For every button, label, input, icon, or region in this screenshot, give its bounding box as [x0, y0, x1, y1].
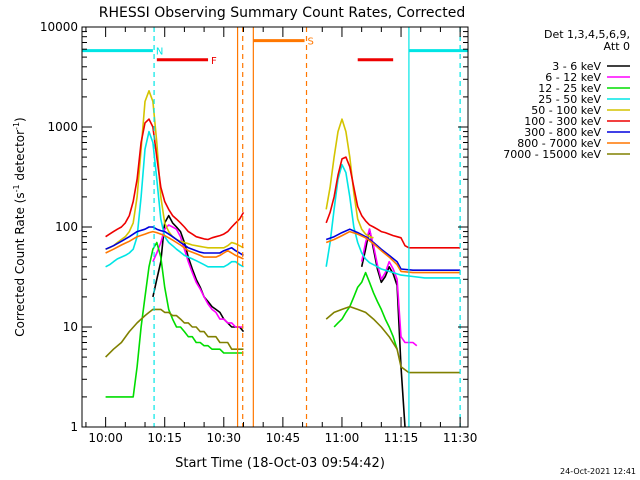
flag-label-4: S: [308, 37, 314, 48]
legend-label-5: 100 - 300 keV: [524, 115, 601, 128]
legend-label-8: 7000 - 15000 keV: [503, 148, 601, 161]
y-tick-label-1: 10: [63, 320, 78, 334]
series-2-segment-0: [105, 241, 244, 398]
series-1-segment-0: [152, 224, 244, 328]
series-4-segment-1: [325, 118, 374, 239]
markers-layer: [153, 27, 461, 427]
x-tick-label-3: 10:45: [266, 431, 301, 445]
series-layer: [105, 90, 461, 428]
x-tick-label-5: 11:15: [384, 431, 419, 445]
series-8-segment-0: [105, 308, 244, 358]
legend-header-line1: Det 1,3,4,5,6,9,: [544, 28, 630, 41]
y-tick-label-0: 1: [70, 420, 78, 434]
series-1-segment-1: [360, 228, 418, 347]
x-tick-label-2: 10:30: [206, 431, 241, 445]
x-tick-label-1: 10:15: [147, 431, 182, 445]
flag-label-2: F: [211, 56, 217, 67]
y-axis-label-mid: detector: [13, 130, 27, 185]
x-axis: 10:00 10:15 10:30 10:45 11:00 11:15 11:30: [85, 27, 478, 445]
y-axis-label-end: ): [13, 117, 27, 122]
y-tick-label-2: 100: [55, 220, 78, 234]
series-7-segment-0: [105, 230, 244, 260]
series-5-segment-0: [105, 118, 245, 241]
y-tick-label-4: 10000: [40, 20, 78, 34]
legend-label-6: 300 - 800 keV: [524, 126, 601, 139]
series-8-segment-1: [325, 305, 461, 374]
x-axis-label: Start Time (18-Oct-03 09:54:42): [175, 456, 385, 471]
series-7-segment-1: [325, 230, 461, 274]
y-axis-label: Corrected Count Rate (s-1 detector-1): [12, 117, 27, 336]
flag-label-0: N: [156, 47, 163, 58]
legend-label-7: 800 - 7000 keV: [517, 137, 601, 150]
series-5-segment-1: [325, 156, 461, 249]
y-axis: 1 10 100 1000 10000: [40, 20, 468, 434]
series-6-segment-0: [105, 226, 244, 257]
x-tick-label-6: 11:30: [443, 431, 478, 445]
series-2-segment-1: [333, 271, 398, 350]
series-3-segment-0: [105, 130, 244, 268]
footer-date: 24-Oct-2021 12:41: [560, 467, 636, 476]
legend-label-0: 3 - 6 keV: [552, 60, 601, 73]
legend-label-3: 25 - 50 keV: [538, 93, 601, 106]
y-axis-label-sup1: -1: [12, 184, 21, 192]
chart-title: RHESSI Observing Summary Count Rates, Co…: [99, 5, 465, 21]
y-axis-label-main: Corrected Count Rate (s: [13, 192, 27, 336]
legend-label-2: 12 - 25 keV: [538, 82, 601, 95]
series-6-segment-1: [325, 228, 461, 272]
flags-layer: N F S: [82, 37, 468, 67]
series-3-segment-1: [325, 163, 461, 279]
y-tick-label-3: 1000: [47, 120, 78, 134]
legend-label-4: 50 - 100 keV: [531, 104, 601, 117]
y-axis-label-sup2: -1: [12, 122, 21, 130]
legend-header-line2: Att 0: [604, 40, 630, 53]
x-tick-label-0: 10:00: [88, 431, 123, 445]
legend-label-1: 6 - 12 keV: [545, 71, 601, 84]
x-tick-label-4: 11:00: [325, 431, 360, 445]
